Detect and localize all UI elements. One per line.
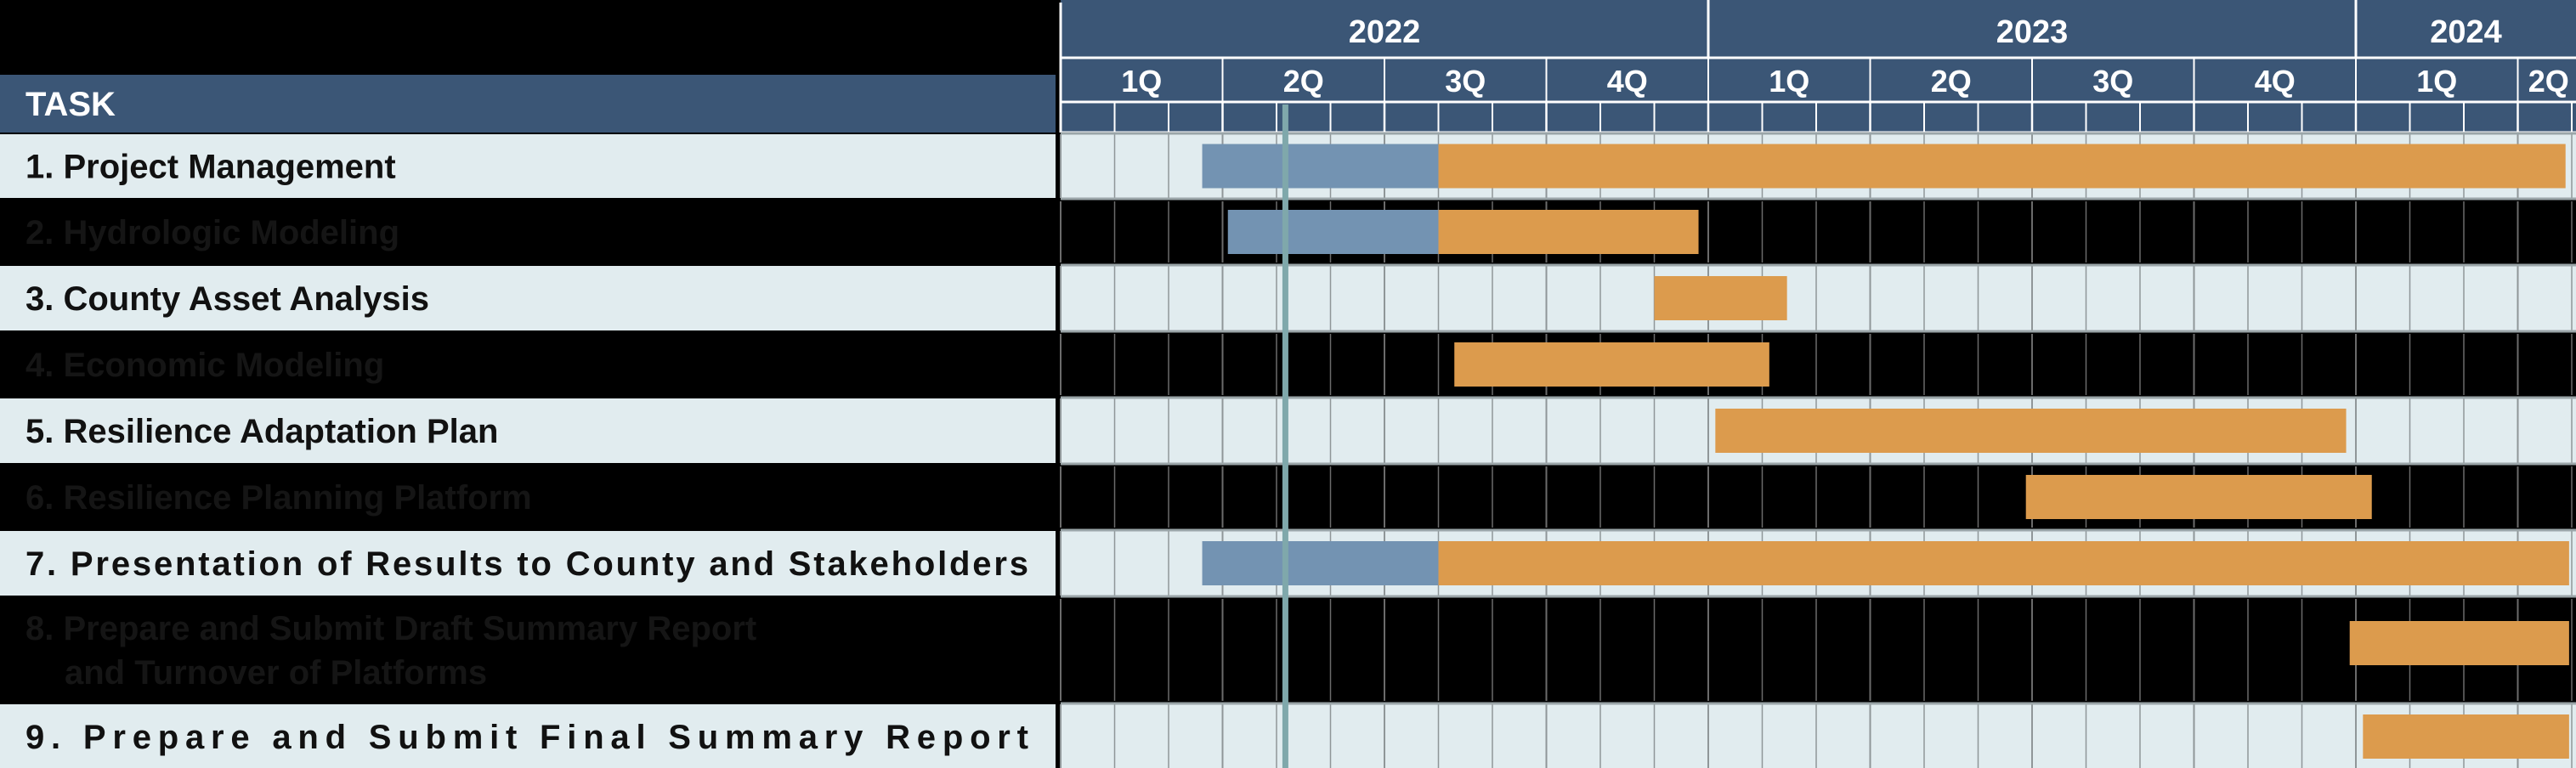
quarter-label: 2Q (1283, 64, 1324, 99)
task-label: 2. Hydrologic Modeling (25, 214, 399, 251)
planned-bar (1454, 342, 1769, 387)
planned-bar (1715, 409, 2347, 453)
task-column-label: TASK (25, 86, 116, 123)
year-label: 2023 (1996, 14, 2069, 50)
task-label-band (0, 266, 1056, 330)
quarter-label: 2Q (2528, 64, 2569, 99)
planned-bar (1654, 276, 1787, 320)
quarter-label: 4Q (1607, 64, 1648, 99)
task-label: 8. Prepare and Submit Draft Summary Repo… (25, 610, 756, 647)
task-timeline-band (1061, 266, 2576, 330)
quarter-label: 1Q (2416, 64, 2457, 99)
year-label: 2022 (1349, 14, 1421, 50)
task-timeline-band (1061, 704, 2576, 768)
planned-bar (1438, 144, 2566, 189)
completed-bar (1202, 541, 1439, 585)
task-label-continued: and Turnover of Platforms (65, 654, 487, 692)
year-label: 2024 (2430, 14, 2502, 50)
task-label: 9. Prepare and Submit Final Summary Repo… (25, 719, 1028, 756)
task-label: 4. Economic Modeling (25, 347, 384, 384)
planned-bar (1438, 210, 1699, 254)
quarter-label: 1Q (1769, 64, 1809, 99)
quarter-label: 3Q (1445, 64, 1486, 99)
task-label: 3. County Asset Analysis (25, 280, 429, 318)
task-label: 6. Resilience Planning Platform (25, 479, 532, 517)
task-label-band (0, 704, 1056, 768)
quarter-label: 1Q (1121, 64, 1162, 99)
quarter-label: 4Q (2255, 64, 2296, 99)
task-label: 5. Resilience Adaptation Plan (25, 413, 498, 450)
task-label: 7. Presentation of Results to County and… (25, 545, 1028, 583)
task-label-band (0, 398, 1056, 463)
completed-bar (1202, 144, 1439, 189)
planned-bar (1438, 541, 2569, 585)
task-label: 1. Project Management (25, 149, 396, 186)
planned-bar (2363, 714, 2569, 759)
task-column-header (0, 75, 1056, 133)
completed-bar (1227, 210, 1439, 254)
task-label-band (0, 531, 1056, 596)
timeline-header (1061, 0, 2576, 133)
task-label-band (0, 134, 1056, 198)
planned-bar (2349, 621, 2569, 665)
quarter-label: 2Q (1931, 64, 1972, 99)
planned-bar (2025, 475, 2372, 519)
quarter-label: 3Q (2092, 64, 2133, 99)
